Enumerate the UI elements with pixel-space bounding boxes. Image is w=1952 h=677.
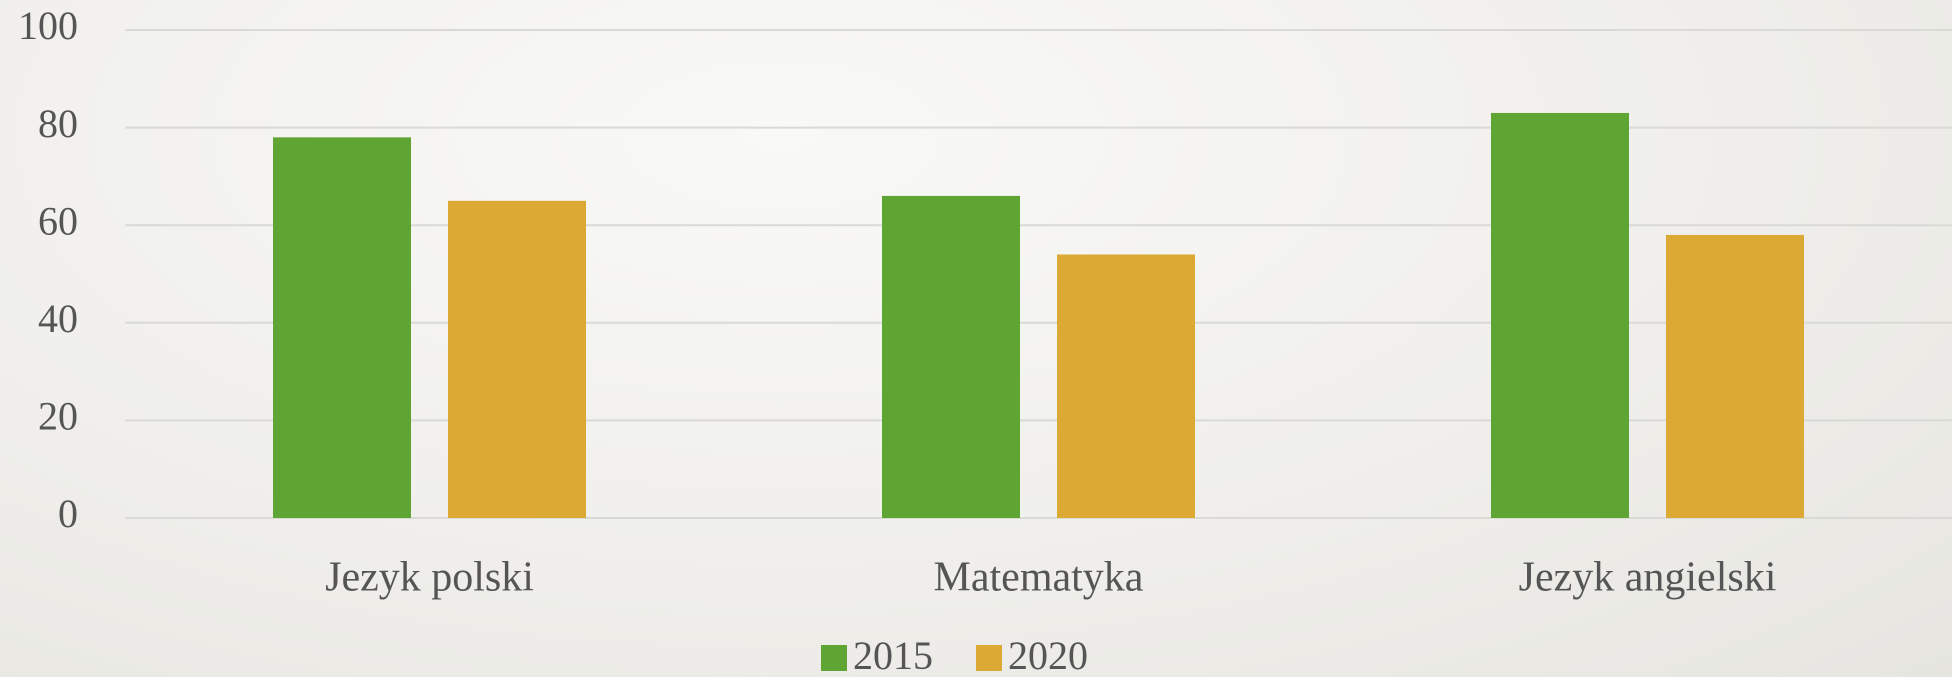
y-tick-label: 80: [38, 101, 78, 146]
legend-swatch: [976, 645, 1002, 671]
y-tick-label: 100: [18, 3, 78, 48]
y-tick-label: 40: [38, 296, 78, 341]
legend-label: 2015: [853, 633, 933, 677]
x-tick-label: Matematyka: [934, 555, 1144, 601]
legend-label: 2020: [1008, 633, 1088, 677]
y-tick-label: 20: [38, 394, 78, 439]
bar: [448, 200, 586, 519]
bar: [273, 137, 411, 519]
bar: [1666, 234, 1804, 518]
y-tick-label: 60: [38, 198, 78, 243]
y-tick-label: 0: [58, 491, 78, 536]
bar: [1491, 112, 1629, 519]
bar: [882, 195, 1020, 519]
x-tick-label: Jezyk angielski: [1519, 555, 1777, 601]
bar: [1057, 254, 1195, 519]
legend-swatch: [821, 645, 847, 671]
x-tick-label: Jezyk polski: [325, 555, 534, 601]
